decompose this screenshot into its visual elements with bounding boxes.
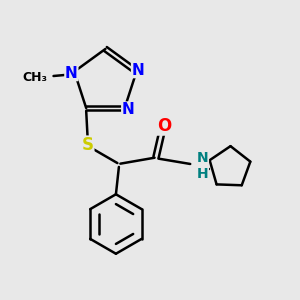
Text: CH₃: CH₃: [22, 71, 48, 84]
Text: N: N: [122, 102, 135, 117]
Text: N
H: N H: [197, 151, 208, 181]
Text: O: O: [157, 117, 171, 135]
Text: N: N: [132, 62, 144, 77]
Text: S: S: [82, 136, 94, 154]
Text: N: N: [65, 65, 78, 80]
